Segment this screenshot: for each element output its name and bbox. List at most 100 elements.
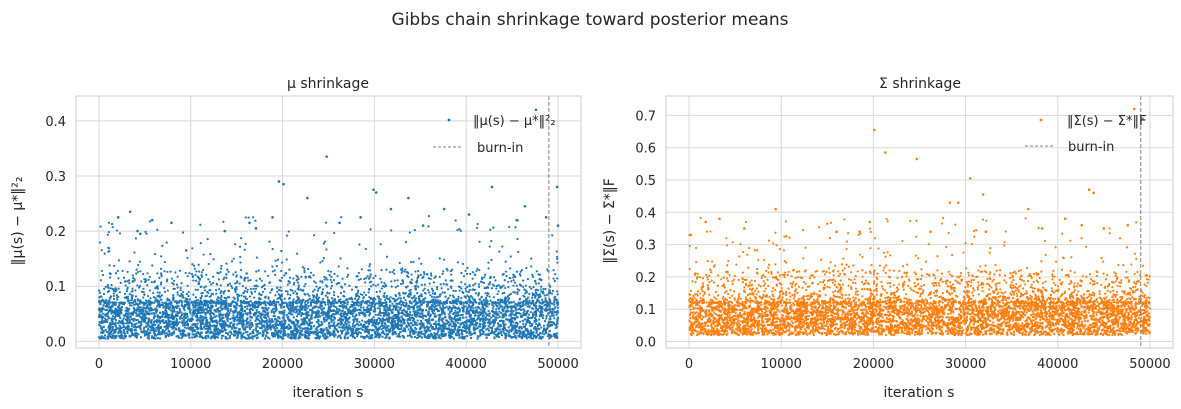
mu-point — [299, 310, 302, 313]
mu-point — [118, 324, 121, 327]
mu-point — [392, 328, 395, 331]
mu-point — [263, 337, 266, 340]
mu-point — [432, 322, 435, 325]
mu-point — [154, 329, 157, 332]
mu-point — [315, 320, 318, 323]
mu-point — [143, 326, 146, 329]
mu-point — [369, 308, 372, 311]
mu-point — [334, 333, 337, 336]
mu-point — [502, 329, 505, 332]
mu-point — [295, 327, 298, 330]
mu-point — [507, 285, 510, 289]
mu-point — [399, 331, 402, 334]
mu-point — [493, 330, 496, 333]
mu-point — [410, 302, 413, 305]
mu-point — [514, 303, 517, 306]
mu-point — [155, 311, 158, 314]
mu-point — [244, 310, 247, 313]
mu-point — [235, 330, 238, 333]
mu-point — [320, 312, 323, 315]
mu-point — [287, 328, 290, 331]
mu-point — [397, 315, 400, 318]
mu-point — [214, 315, 217, 318]
mu-point — [224, 303, 227, 306]
mu-point — [126, 320, 129, 323]
mu-point — [511, 336, 514, 339]
mu-point — [385, 330, 388, 333]
mu-point — [162, 312, 165, 315]
mu-point — [310, 325, 313, 328]
mu-point — [534, 327, 537, 330]
mu-point — [263, 309, 266, 312]
mu-point — [475, 324, 478, 327]
mu-point — [220, 307, 223, 310]
mu-point — [256, 331, 259, 334]
mu-point — [240, 335, 243, 338]
mu-point — [179, 286, 182, 290]
mu-point — [163, 332, 166, 335]
mu-point — [203, 289, 207, 292]
mu-point — [434, 328, 437, 331]
mu-point — [197, 303, 200, 306]
mu-point — [157, 327, 160, 330]
mu-point — [448, 306, 451, 309]
mu-point — [505, 304, 508, 307]
mu-point — [244, 306, 247, 309]
mu-point — [360, 327, 363, 330]
mu-point — [472, 307, 475, 310]
mu-point — [312, 332, 315, 335]
mu-point — [170, 334, 173, 337]
mu-point — [333, 335, 336, 338]
mu-point — [479, 332, 482, 335]
mu-point — [114, 314, 117, 317]
mu-point — [260, 327, 263, 330]
mu-point — [246, 305, 249, 308]
mu-point — [436, 331, 439, 334]
mu-point — [504, 310, 507, 313]
mu-point — [311, 312, 314, 315]
mu-point — [195, 308, 198, 311]
mu-point — [452, 320, 455, 323]
mu-point — [176, 322, 179, 325]
mu-point — [208, 326, 211, 329]
mu-point — [322, 307, 325, 310]
mu-point — [366, 306, 369, 309]
mu-point — [267, 336, 270, 339]
mu-point — [192, 313, 195, 316]
mu-point — [218, 329, 221, 332]
mu-point — [464, 287, 467, 290]
mu-point — [517, 334, 520, 337]
mu-point — [207, 309, 210, 312]
mu-point — [349, 328, 352, 331]
mu-point — [469, 316, 472, 319]
mu-point — [409, 330, 412, 333]
mu-point — [315, 315, 318, 318]
mu-point — [222, 334, 225, 337]
mu-point — [137, 304, 140, 307]
mu-point — [289, 319, 292, 322]
mu-point — [220, 325, 223, 328]
mu-point — [290, 321, 293, 324]
mu-point — [289, 307, 292, 310]
mu-point — [192, 293, 195, 296]
mu-point — [137, 333, 140, 336]
mu-point — [339, 329, 342, 332]
mu-point — [542, 329, 545, 332]
mu-point — [222, 330, 225, 333]
mu-point — [246, 313, 249, 316]
mu-point — [416, 305, 419, 308]
mu-point — [238, 310, 241, 313]
mu-point — [368, 281, 372, 284]
mu-point — [540, 326, 543, 329]
mu-point — [280, 295, 283, 298]
mu-point — [267, 297, 270, 300]
mu-point — [543, 327, 546, 330]
mu-point — [538, 328, 541, 331]
mu-point — [253, 290, 257, 293]
mu-point — [379, 314, 382, 317]
mu-point — [375, 319, 378, 322]
mu-point — [419, 323, 422, 326]
mu-point — [181, 314, 184, 317]
mu-point — [101, 315, 104, 318]
mu-point — [108, 317, 111, 320]
